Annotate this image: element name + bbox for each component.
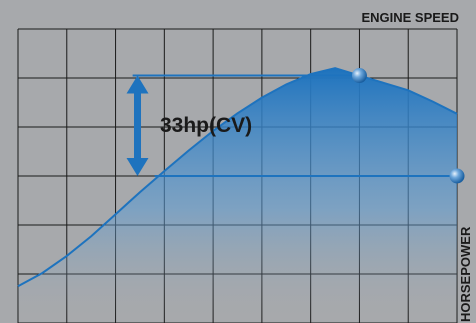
arrow-head-down <box>126 158 149 176</box>
annotation-label: 33hp(CV) <box>160 114 252 137</box>
data-marker <box>351 68 367 84</box>
chart-markers <box>351 68 465 184</box>
y-axis-label: HORSEPOWER <box>458 226 473 322</box>
curve-band <box>18 68 457 323</box>
data-marker <box>449 168 465 184</box>
difference-arrow <box>126 75 149 176</box>
x-axis-label: ENGINE SPEED <box>361 10 459 25</box>
reference-lines <box>132 74 457 177</box>
arrow-head-up <box>126 75 149 94</box>
curve-top-edge <box>17 67 458 288</box>
